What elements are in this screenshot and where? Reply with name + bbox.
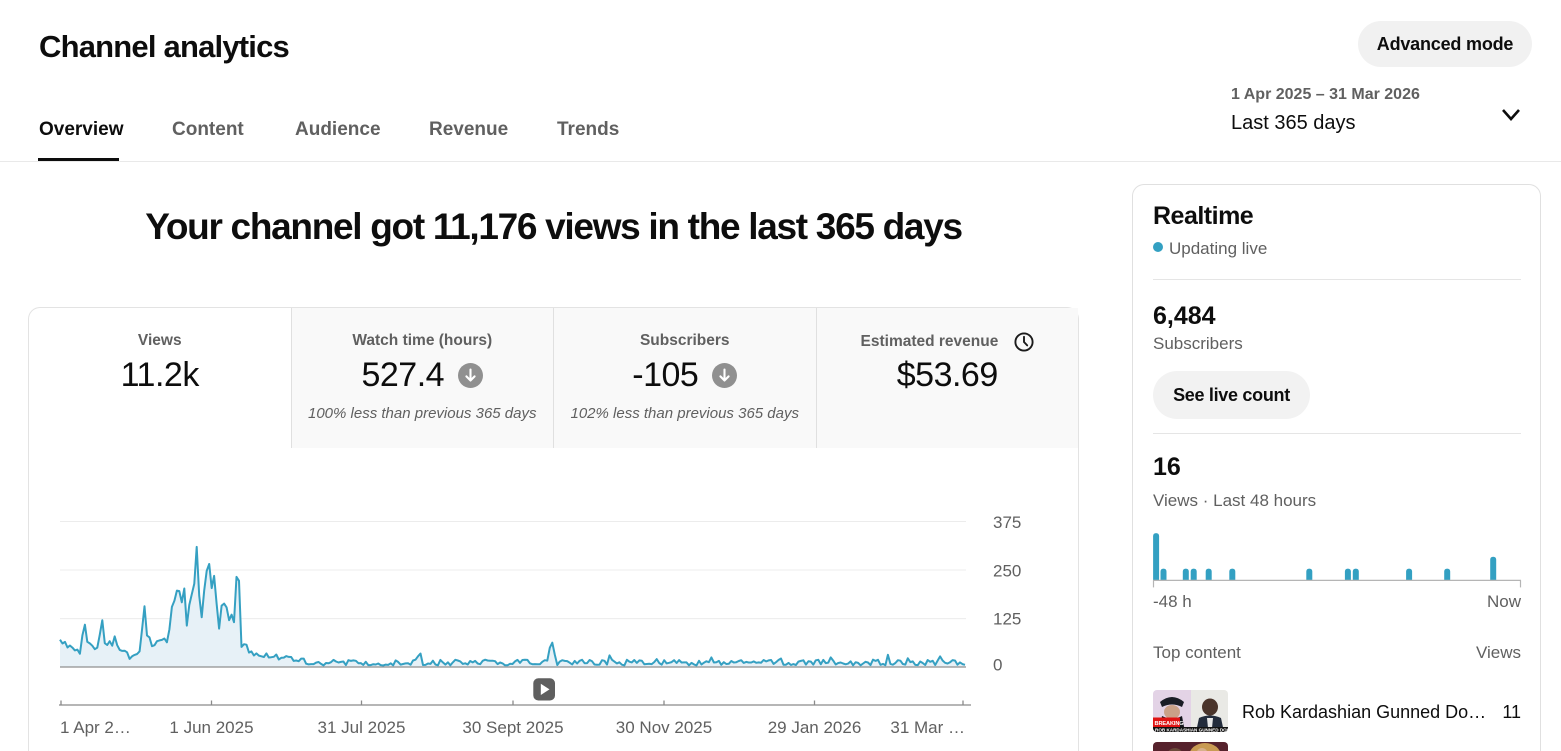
svg-text:BREAKING: BREAKING: [1155, 721, 1184, 727]
svg-text:0: 0: [993, 656, 1002, 675]
svg-text:ROB KARDASHIAN GUNNED DOWN: ROB KARDASHIAN GUNNED DOWN: [1155, 727, 1228, 732]
svg-text:30 Nov 2025: 30 Nov 2025: [616, 718, 712, 737]
svg-text:31 Mar …: 31 Mar …: [890, 718, 965, 737]
svg-text:1 Jun 2025: 1 Jun 2025: [169, 718, 253, 737]
svg-text:125: 125: [993, 610, 1021, 629]
svg-text:1 Apr 2…: 1 Apr 2…: [60, 718, 131, 737]
svg-text:29 Jan 2026: 29 Jan 2026: [768, 718, 862, 737]
svg-text:250: 250: [993, 561, 1021, 580]
svg-text:30 Sept 2025: 30 Sept 2025: [462, 718, 563, 737]
svg-text:31 Jul 2025: 31 Jul 2025: [318, 718, 406, 737]
svg-text:375: 375: [993, 513, 1021, 532]
